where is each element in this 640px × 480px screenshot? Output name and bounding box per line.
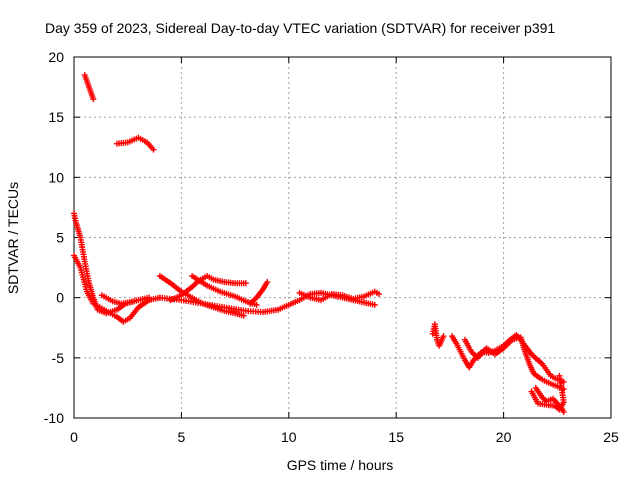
chart-title: Day 359 of 2023, Sidereal Day-to-day VTE… — [45, 20, 555, 36]
x-axis-label: GPS time / hours — [287, 457, 394, 473]
x-tick-label: 10 — [281, 429, 297, 445]
x-axis-ticks: 0 5 10 15 20 25 — [70, 57, 619, 445]
data-point — [242, 280, 249, 287]
data-point — [440, 333, 447, 340]
data-point — [371, 301, 378, 308]
data-point — [240, 312, 247, 319]
data-point — [90, 96, 97, 103]
data-point — [556, 372, 563, 379]
data-points — [71, 72, 567, 415]
series-arc-e — [98, 292, 138, 307]
data-point — [560, 408, 567, 415]
y-axis-label: SDTVAR / TECUs — [5, 182, 21, 294]
series-arc-p — [528, 372, 567, 413]
x-tick-label: 5 — [178, 429, 186, 445]
data-point — [376, 291, 383, 298]
y-axis-ticks: -10 -5 0 5 10 15 20 — [44, 49, 611, 426]
x-tick-label: 25 — [603, 429, 619, 445]
y-tick-label: 20 — [48, 49, 64, 65]
series-arc-j — [247, 279, 271, 307]
y-tick-label: 0 — [56, 290, 64, 306]
data-point — [264, 279, 271, 286]
series-arc-k — [296, 288, 383, 304]
y-tick-label: -5 — [52, 350, 65, 366]
data-point — [253, 301, 260, 308]
series-arc-l — [429, 321, 447, 349]
gridlines — [74, 57, 611, 418]
series-arc-b — [113, 134, 157, 153]
y-tick-label: -10 — [44, 410, 64, 426]
data-point — [150, 146, 157, 153]
x-tick-label: 0 — [70, 429, 78, 445]
x-tick-label: 20 — [496, 429, 512, 445]
series-arc-a — [81, 72, 97, 103]
data-point — [131, 298, 138, 305]
series-arc-n — [461, 334, 567, 393]
y-tick-label: 5 — [56, 230, 64, 246]
y-tick-label: 15 — [48, 109, 64, 125]
x-tick-label: 15 — [388, 429, 404, 445]
data-point — [560, 378, 567, 385]
y-tick-label: 10 — [48, 169, 64, 185]
